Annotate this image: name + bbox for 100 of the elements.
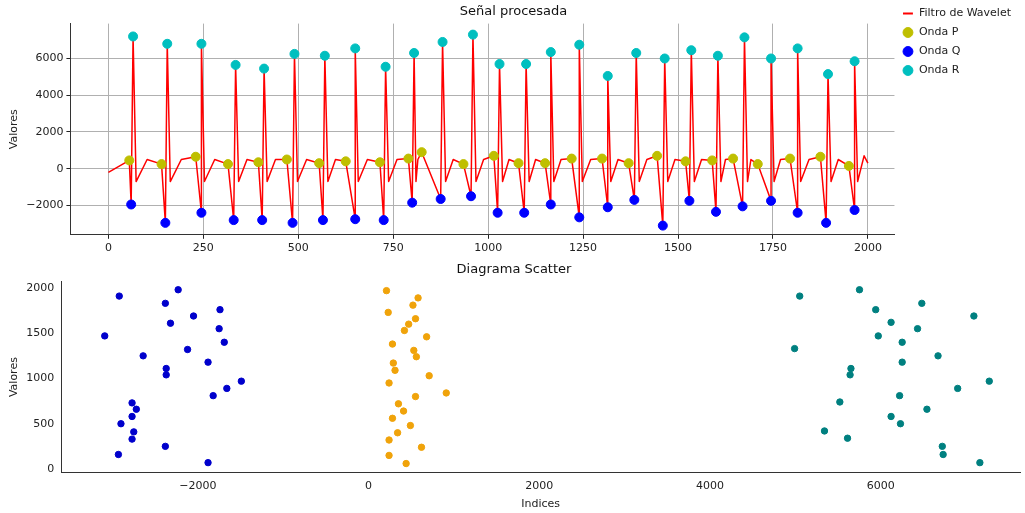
- point: [190, 151, 201, 162]
- y-axis-title: Valores: [7, 356, 21, 398]
- y-tick-label: 500: [33, 416, 55, 430]
- point: [237, 377, 246, 385]
- point: [394, 400, 403, 408]
- point: [350, 214, 361, 225]
- point: [204, 458, 212, 467]
- point: [407, 197, 418, 208]
- point: [815, 151, 826, 162]
- point: [115, 292, 123, 300]
- point: [855, 286, 864, 294]
- legend-label: Onda R: [918, 63, 960, 77]
- point: [849, 205, 860, 216]
- point: [437, 36, 448, 47]
- point: [985, 377, 993, 385]
- point: [821, 217, 832, 228]
- point: [574, 212, 585, 223]
- x-tick-label: 1500: [664, 241, 693, 255]
- point: [918, 299, 926, 308]
- point: [684, 195, 695, 206]
- point: [442, 389, 450, 397]
- point: [712, 50, 723, 61]
- point: [602, 70, 613, 81]
- y-tick-label: 2000: [26, 280, 55, 294]
- point: [388, 414, 397, 422]
- legend-label: Onda Q: [918, 44, 961, 58]
- point: [114, 450, 123, 459]
- point: [416, 147, 427, 158]
- point: [545, 47, 556, 58]
- legend-label: Filtro de Wavelet: [918, 6, 1012, 20]
- point: [385, 451, 393, 460]
- point: [874, 332, 882, 340]
- point: [898, 358, 906, 366]
- point: [843, 434, 852, 442]
- point: [597, 153, 608, 164]
- point: [766, 195, 777, 206]
- point: [388, 340, 397, 348]
- point: [686, 45, 697, 56]
- point: [382, 286, 391, 295]
- chart-title: Diagrama Scatter: [456, 261, 573, 277]
- point: [414, 294, 422, 302]
- point: [406, 421, 415, 430]
- point: [913, 324, 922, 333]
- point: [402, 459, 410, 468]
- point: [384, 308, 392, 317]
- point: [976, 458, 984, 467]
- point: [939, 450, 947, 459]
- point: [766, 53, 777, 64]
- x-tick-label: 750: [382, 241, 404, 255]
- point: [378, 215, 389, 226]
- point: [340, 156, 351, 167]
- x-tick-label: 250: [192, 241, 214, 255]
- point: [631, 47, 642, 58]
- point: [488, 150, 499, 161]
- x-tick-label: 2000: [853, 241, 882, 255]
- point: [162, 364, 170, 373]
- point: [393, 429, 402, 437]
- point: [161, 299, 170, 308]
- point: [519, 207, 530, 218]
- point: [223, 159, 234, 170]
- point: [162, 38, 173, 49]
- point: [895, 391, 904, 400]
- point: [374, 157, 385, 168]
- point: [391, 366, 399, 375]
- point: [792, 43, 803, 54]
- point: [409, 301, 417, 309]
- point: [259, 63, 270, 74]
- point: [843, 160, 854, 171]
- point: [545, 199, 556, 210]
- point: [162, 371, 170, 379]
- point: [820, 427, 829, 435]
- point: [230, 59, 241, 70]
- point: [923, 405, 931, 413]
- point: [411, 392, 420, 401]
- point: [790, 344, 799, 353]
- point: [189, 312, 198, 320]
- point: [872, 305, 880, 314]
- point: [823, 69, 834, 80]
- point: [385, 436, 393, 444]
- point: [422, 333, 431, 341]
- point: [128, 399, 136, 407]
- point: [728, 153, 739, 164]
- point: [403, 153, 414, 164]
- y-axis-title: Valores: [7, 108, 21, 150]
- point: [513, 158, 524, 169]
- point: [257, 215, 268, 226]
- y-tick-label: 1000: [26, 371, 55, 385]
- point: [314, 158, 325, 169]
- point: [896, 420, 905, 428]
- point: [220, 338, 228, 346]
- point: [389, 359, 398, 367]
- point: [287, 217, 298, 228]
- point: [467, 29, 478, 40]
- x-tick-label: 2000: [525, 479, 554, 493]
- point: [130, 428, 138, 436]
- point: [209, 391, 217, 400]
- point: [847, 364, 855, 373]
- point: [785, 153, 796, 164]
- point: [680, 156, 691, 167]
- point: [752, 159, 763, 170]
